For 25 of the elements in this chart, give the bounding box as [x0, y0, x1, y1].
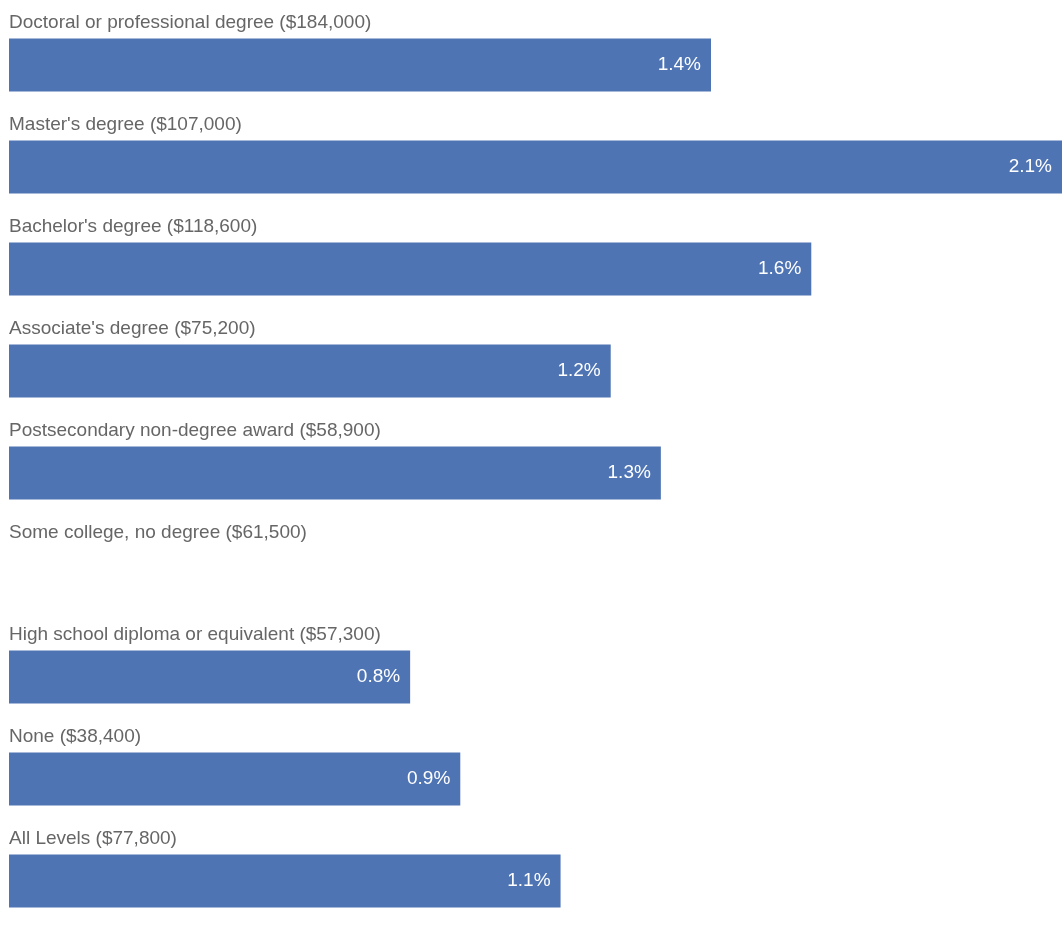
bar	[9, 446, 661, 500]
y-tick-label: None ($38,400)	[9, 725, 142, 747]
data-label: 1.1%	[507, 869, 551, 891]
y-tick-label: Bachelor's degree ($118,600)	[9, 215, 258, 237]
bar	[9, 140, 1062, 194]
data-label: 2.1%	[1008, 155, 1053, 177]
y-tick-label: Doctoral or professional degree ($184,000)	[9, 11, 372, 33]
data-label: 1.4%	[657, 53, 702, 75]
bar	[9, 242, 812, 296]
data-label: 0.9%	[406, 767, 451, 789]
data-label: 0.8%	[356, 665, 401, 687]
bar	[9, 38, 711, 92]
y-tick-label: High school diploma or equivalent ($57,300)	[9, 623, 381, 645]
bar	[9, 650, 411, 704]
y-tick-label: Postsecondary non-degree award ($58,900)	[9, 419, 381, 441]
bar	[9, 752, 461, 806]
bar	[9, 854, 561, 908]
data-label: 1.3%	[607, 461, 651, 483]
y-tick-label: Some college, no degree ($61,500)	[9, 521, 307, 543]
bar	[9, 344, 611, 398]
y-tick-label: Master's degree ($107,000)	[9, 113, 242, 135]
y-tick-label: Associate's degree ($75,200)	[9, 317, 256, 339]
data-label: 1.6%	[757, 257, 802, 279]
y-tick-label: All Levels ($77,800)	[9, 827, 177, 849]
data-label: 1.2%	[557, 359, 601, 381]
